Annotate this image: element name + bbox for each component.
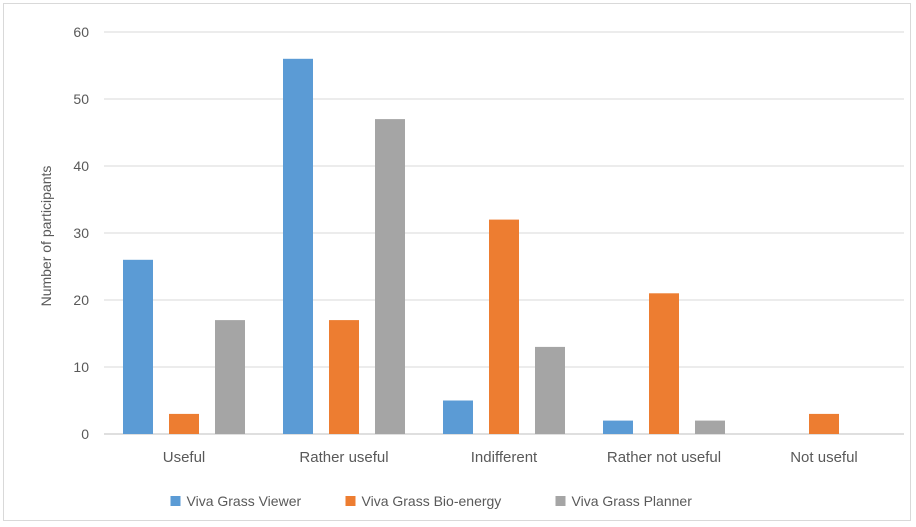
legend-label: Viva Grass Planner [572, 493, 693, 509]
bar-viva-grass-viewer-1 [283, 58, 313, 435]
x-axis-categories: Useful Rather useful Indifferent Rather not… [163, 449, 858, 466]
x-category-label: Rather useful [299, 449, 388, 466]
y-tick-label: 30 [73, 225, 89, 241]
x-category-label: Rather not useful [607, 449, 721, 466]
legend-swatch [170, 496, 181, 506]
bar-viva-grass-viewer-0 [123, 259, 153, 434]
y-axis-ticks: 0 10 20 30 40 50 60 [73, 24, 89, 442]
bar-viva-grass-planner-1 [375, 119, 405, 434]
y-tick-label: 60 [73, 24, 89, 40]
legend-swatch [555, 496, 566, 506]
bar-viva-grass-bio-energy-0 [169, 413, 199, 434]
legend-swatch [345, 496, 356, 506]
y-axis-title: Number of participants [38, 166, 54, 307]
x-category-label: Not useful [790, 449, 858, 466]
bar-viva-grass-planner-0 [215, 320, 245, 434]
bar-viva-grass-viewer-2 [443, 400, 473, 434]
bars [123, 58, 839, 435]
legend: Viva Grass Viewer Viva Grass Bio-energy Vi… [170, 493, 693, 509]
bar-viva-grass-bio-energy-1 [329, 320, 359, 434]
y-tick-label: 50 [73, 91, 89, 107]
bar-viva-grass-viewer-3 [603, 420, 633, 434]
y-tick-label: 10 [73, 359, 89, 375]
bar-viva-grass-bio-energy-4 [809, 413, 839, 434]
bar-viva-grass-bio-energy-2 [489, 219, 519, 434]
legend-label: Viva Grass Bio-energy [362, 493, 502, 509]
legend-label: Viva Grass Viewer [187, 493, 302, 509]
y-tick-label: 40 [73, 158, 89, 174]
bar-viva-grass-planner-3 [695, 420, 725, 434]
x-category-label: Indifferent [471, 449, 538, 466]
bar-chart: 0 10 20 30 40 50 60 Useful Rather useful Indiffe… [38, 24, 904, 509]
bar-viva-grass-bio-energy-3 [649, 293, 679, 434]
y-tick-label: 0 [81, 426, 89, 442]
x-category-label: Useful [163, 449, 206, 466]
y-tick-label: 20 [73, 292, 89, 308]
chart-frame: 0 10 20 30 40 50 60 Useful Rather useful Indiffe… [3, 3, 911, 521]
bar-viva-grass-planner-2 [535, 346, 565, 434]
